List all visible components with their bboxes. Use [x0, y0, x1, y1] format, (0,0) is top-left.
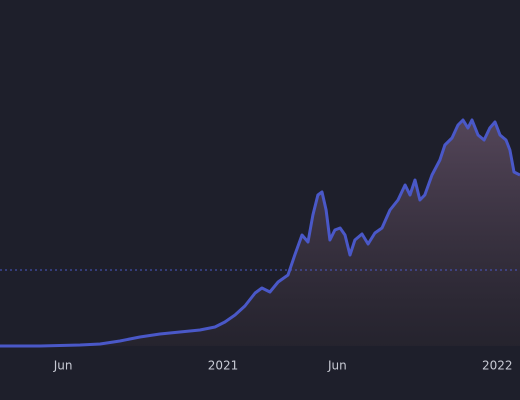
x-tick-label: Jun — [327, 359, 347, 373]
line — [0, 118, 520, 348]
area-fill — [0, 120, 520, 346]
x-tick-label: Jun — [53, 359, 73, 373]
x-tick-label: 2021 — [208, 359, 239, 373]
x-tick-label: 2022 — [482, 359, 513, 373]
